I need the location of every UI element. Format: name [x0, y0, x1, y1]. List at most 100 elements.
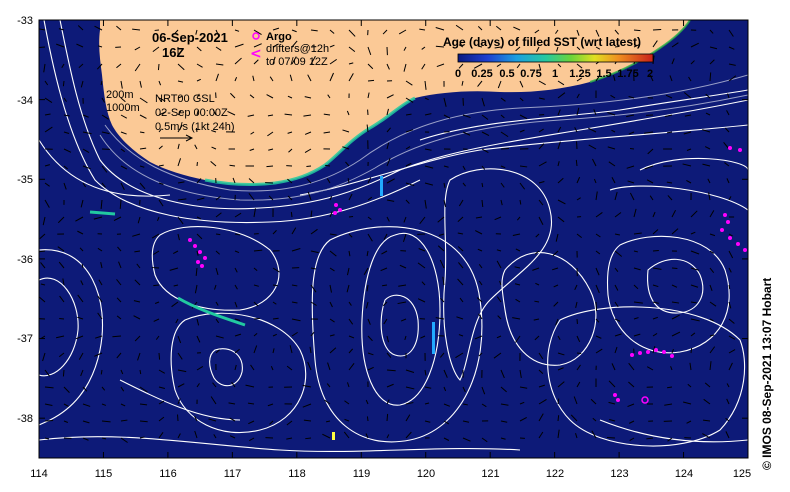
velocity-arrow [670, 366, 673, 371]
velocity-arrow [481, 131, 490, 137]
velocity-arrow [386, 127, 391, 133]
velocity-arrow [325, 420, 331, 423]
velocity-arrow [116, 63, 122, 69]
velocity-arrow [608, 401, 616, 405]
velocity-arrow [175, 318, 179, 324]
drifter-symbol-icon: < [250, 46, 262, 62]
velocity-arrow [266, 165, 274, 168]
velocity-arrow [44, 419, 54, 422]
velocity-arrow [139, 182, 146, 190]
velocity-arrow [652, 267, 662, 270]
velocity-arrow [683, 131, 692, 135]
velocity-arrow [424, 402, 430, 405]
velocity-arrow [690, 347, 693, 354]
velocity-arrow [386, 369, 396, 372]
velocity-arrow [98, 279, 103, 286]
velocity-arrow [419, 216, 426, 225]
velocity-arrow [458, 63, 464, 69]
velocity-arrow [405, 402, 414, 405]
velocity-arrow [633, 250, 639, 253]
velocity-arrow [253, 59, 259, 65]
velocity-arrow [329, 44, 335, 48]
velocity-arrow [120, 148, 125, 153]
velocity-arrow [250, 364, 255, 371]
velocity-arrow [208, 418, 217, 422]
velocity-arrow [652, 229, 659, 235]
velocity-arrow [538, 431, 544, 439]
velocity-arrow [437, 216, 445, 223]
velocity-arrow [386, 178, 395, 184]
velocity-arrow [234, 267, 238, 273]
velocity-arrow [457, 278, 464, 286]
velocity-arrow [709, 210, 715, 218]
velocity-arrow [614, 284, 619, 291]
velocity-arrow [381, 250, 388, 255]
velocity-arrow [646, 437, 654, 440]
velocity-arrow [252, 75, 255, 82]
velocity-arrow [576, 233, 582, 239]
velocity-arrow [709, 346, 716, 354]
velocity-arrow [383, 233, 388, 240]
velocity-arrow [614, 250, 623, 257]
velocity-arrow [728, 46, 735, 50]
legend-tick-label: 0.5 [499, 68, 514, 80]
velocity-arrow [272, 27, 280, 31]
isobath-lines [99, 74, 748, 201]
velocity-arrow [726, 383, 730, 388]
velocity-arrow [348, 29, 356, 37]
velocity-arrow [63, 403, 69, 407]
velocity-arrow [671, 301, 680, 304]
velocity-arrow [728, 63, 736, 66]
velocity-arrow [289, 345, 293, 354]
velocity-arrow [538, 369, 544, 375]
velocity-arrow [633, 301, 643, 304]
velocity-arrow [538, 216, 544, 225]
velocity-arrow [158, 182, 164, 185]
velocity-arrow [348, 46, 356, 53]
velocity-arrow [41, 335, 46, 339]
velocity-arrow [158, 431, 164, 439]
velocity-arrow [366, 284, 369, 292]
velocity-arrow [287, 131, 293, 134]
velocity-arrow [97, 295, 103, 303]
velocity-arrow [709, 301, 717, 307]
velocity-arrow [690, 210, 698, 218]
velocity-arrow [310, 284, 317, 293]
velocity-arrow [348, 301, 352, 306]
velocity-arrow [195, 267, 198, 277]
velocity-arrow [39, 233, 46, 239]
velocity-arrow [646, 179, 654, 184]
velocity-arrow [82, 182, 87, 188]
velocity-arrow [709, 46, 718, 50]
x-tick-label: 124 [675, 468, 693, 480]
velocity-arrow [424, 165, 434, 169]
velocity-arrow [424, 369, 427, 376]
velocity-arrow [304, 96, 312, 99]
velocity-arrow [690, 332, 696, 337]
velocity-arrow [667, 386, 673, 389]
velocity-arrow [575, 159, 578, 167]
velocity-arrow [248, 193, 255, 201]
velocity-arrow [533, 318, 540, 321]
velocity-arrow [667, 195, 673, 201]
velocity-arrow [557, 415, 560, 422]
velocity-arrow [97, 45, 103, 48]
velocity-arrow [519, 386, 528, 389]
velocity-arrow [272, 43, 279, 48]
velocity-arrow [386, 399, 390, 405]
velocity-arrow [287, 95, 293, 99]
velocity-arrow [82, 148, 90, 154]
velocity-arrow [515, 248, 521, 252]
velocity-arrow [120, 131, 127, 135]
velocity-arrow [101, 131, 110, 135]
velocity-arrow [59, 317, 65, 320]
velocity-arrow [576, 197, 581, 201]
velocity-arrow [595, 233, 601, 238]
velocity-arrow [80, 369, 84, 377]
velocity-arrow [462, 437, 471, 442]
velocity-arrow [139, 80, 142, 88]
x-tick-label: 119 [353, 468, 371, 480]
velocity-arrow [709, 29, 714, 34]
velocity-arrow [329, 58, 337, 65]
velocity-arrow [462, 165, 466, 171]
